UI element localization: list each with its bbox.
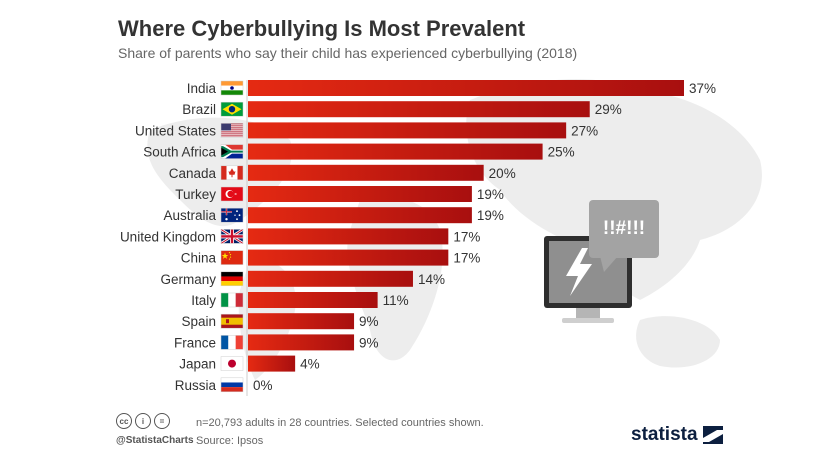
category-label: Russia	[175, 378, 217, 393]
value-label: 14%	[418, 272, 445, 287]
germany-flag-icon	[220, 271, 244, 287]
equals-icon: =	[154, 413, 170, 429]
category-label: Germany	[160, 272, 216, 287]
bar	[248, 80, 684, 96]
value-label: 20%	[489, 166, 516, 181]
category-label: South Africa	[143, 145, 216, 160]
value-label: 19%	[477, 208, 504, 223]
bar	[248, 228, 449, 245]
value-label: 0%	[253, 378, 273, 393]
source-note: Source: Ipsos	[196, 435, 264, 447]
bar	[248, 143, 543, 160]
statista-logo: statista	[631, 424, 723, 446]
sample-note: n=20,793 adults in 28 countries. Selecte…	[196, 417, 484, 429]
brazil-flag-icon	[220, 101, 244, 117]
france-flag-icon	[220, 335, 244, 350]
cc-icon: cc	[116, 413, 132, 429]
cyberbullying-illustration: !!#!!!	[544, 200, 659, 323]
category-label: United States	[135, 123, 216, 138]
category-label: Turkey	[175, 187, 216, 202]
value-label: 17%	[453, 229, 480, 244]
india-flag-icon	[220, 80, 244, 96]
bar	[248, 334, 355, 351]
south-africa-flag-icon	[220, 144, 244, 159]
statista-logo-icon	[702, 426, 723, 444]
value-label: 9%	[359, 335, 379, 350]
value-label: 9%	[359, 314, 379, 329]
speech-bubble-icon: !!#!!!	[589, 200, 659, 272]
value-label: 37%	[689, 81, 716, 96]
bar	[248, 207, 472, 224]
speech-bubble-text: !!#!!!	[603, 218, 645, 239]
category-label: India	[187, 81, 217, 96]
value-label: 4%	[300, 357, 320, 372]
person-icon: i	[135, 413, 151, 429]
category-label: Japan	[179, 357, 216, 372]
bar	[248, 313, 355, 330]
bar	[248, 186, 472, 202]
category-label: Brazil	[182, 102, 216, 117]
turkey-flag-icon	[220, 186, 244, 202]
value-label: 27%	[571, 123, 598, 138]
category-label: China	[181, 251, 217, 266]
category-label: Canada	[169, 166, 217, 181]
bar	[248, 122, 567, 139]
italy-flag-icon	[220, 292, 244, 308]
china-flag-icon	[220, 250, 244, 265]
statista-wordmark: statista	[631, 424, 698, 445]
statista-handle: @StatistaCharts	[116, 435, 194, 446]
value-label: 29%	[595, 102, 622, 117]
category-label: Spain	[181, 314, 216, 329]
value-label: 17%	[453, 251, 480, 266]
category-label: United Kingdom	[120, 229, 216, 244]
usa-flag-icon	[220, 123, 244, 138]
bar	[248, 249, 449, 266]
australia-flag-icon	[220, 207, 244, 223]
category-label: Italy	[191, 293, 216, 308]
creative-commons-icons: cc i =	[116, 413, 170, 429]
chart-title: Where Cyberbullying Is Most Prevalent	[118, 16, 526, 41]
value-label: 19%	[477, 187, 504, 202]
category-label: Australia	[163, 208, 216, 223]
japan-flag-icon	[220, 356, 244, 371]
category-label: France	[174, 335, 216, 350]
bar	[248, 101, 590, 118]
bar	[248, 270, 413, 287]
uk-flag-icon	[220, 228, 244, 245]
bars: India 37% Brazil 29% United States 27% South A…	[120, 80, 716, 393]
canada-flag-icon	[220, 165, 244, 181]
bar	[248, 164, 484, 181]
russia-flag-icon	[220, 377, 244, 393]
value-label: 11%	[383, 293, 409, 308]
chart-subtitle: Share of parents who say their child has…	[118, 45, 578, 61]
value-label: 25%	[548, 145, 575, 160]
bar	[248, 292, 378, 308]
bar	[248, 355, 296, 372]
spain-flag-icon	[220, 313, 244, 329]
